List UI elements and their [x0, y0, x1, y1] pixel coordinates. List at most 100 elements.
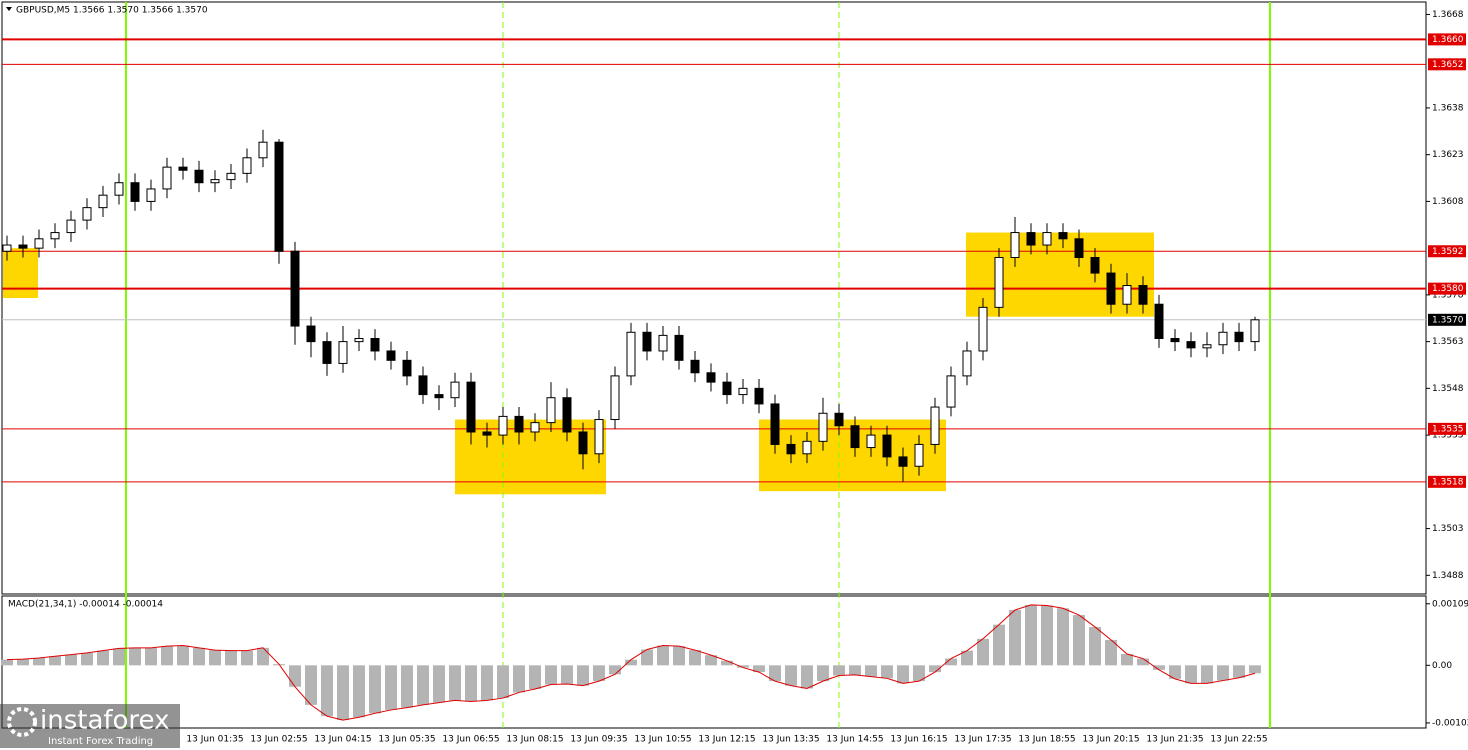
- y-tick-label: 1.3578: [1432, 290, 1464, 300]
- macd-bar: [737, 665, 749, 668]
- macd-bar: [385, 665, 397, 710]
- candle-body: [626, 331, 636, 377]
- macd-bar: [337, 665, 349, 721]
- macd-bar: [593, 665, 605, 682]
- candle-body: [114, 182, 124, 196]
- layer: 1.3488 1.3503 1.3533 1.3548 1.3563 1.3578 1.36…: [1, 10, 1468, 745]
- candle-body: [1154, 303, 1164, 340]
- candle-body: [386, 350, 396, 361]
- candle-body: [690, 359, 700, 374]
- candle-body: [1138, 285, 1148, 305]
- candle-body: [338, 341, 348, 364]
- candle-body: [1090, 256, 1100, 274]
- candle-body: [882, 434, 892, 458]
- macd-bar: [561, 665, 573, 684]
- candle-body: [210, 179, 220, 184]
- macd-bar: [17, 659, 29, 666]
- x-tick-label: 13 Jun 12:15: [698, 735, 755, 745]
- macd-bar: [881, 665, 893, 679]
- macd-bar: [1009, 609, 1021, 666]
- candle-body: [978, 306, 988, 352]
- macd-bar: [1169, 665, 1181, 679]
- macd-bar: [577, 665, 589, 686]
- macd-bar: [513, 665, 525, 693]
- logo-name: instaforex: [40, 706, 169, 736]
- candle-body: [658, 334, 668, 352]
- logo-icon: [7, 707, 37, 737]
- macd-bar: [33, 657, 45, 666]
- macd-bar: [865, 665, 877, 677]
- macd-bar: [1233, 665, 1245, 678]
- x-tick-label: 13 Jun 06:55: [442, 735, 499, 745]
- candle-body: [322, 341, 332, 364]
- macd-bar: [785, 665, 797, 686]
- candle-body: [306, 325, 316, 343]
- candle-body: [594, 419, 604, 455]
- macd-bar: [1217, 665, 1229, 681]
- macd-bar: [497, 665, 509, 699]
- macd-bar: [369, 665, 381, 714]
- x-tick-label: 13 Jun 04:15: [314, 735, 371, 745]
- candle-body: [1250, 319, 1260, 343]
- y-tick-label: 1.3623: [1432, 150, 1464, 160]
- macd-bar: [1041, 605, 1053, 666]
- x-tick-label: 13 Jun 22:55: [1210, 735, 1267, 745]
- x-tick-label: 13 Jun 09:35: [570, 735, 627, 745]
- candle-body: [1042, 232, 1052, 246]
- macd-bar: [705, 655, 717, 666]
- x-tick-label: 13 Jun 02:55: [250, 735, 307, 745]
- macd-bar: [1073, 615, 1085, 666]
- candle-body: [818, 412, 828, 442]
- macd-bar: [449, 665, 461, 701]
- level-tag: [1428, 33, 1466, 46]
- candle-body: [866, 434, 876, 449]
- macd-bar: [1089, 626, 1101, 666]
- macd-bar: [353, 665, 365, 718]
- macd-bar: [929, 665, 941, 673]
- macd-bar: [241, 650, 253, 666]
- candle-body: [466, 381, 476, 433]
- candle-body: [610, 375, 620, 421]
- y-tick-label: 1.3548: [1432, 384, 1464, 394]
- macd-bar: [193, 647, 205, 666]
- macd-bar: [65, 654, 77, 666]
- candle-body: [162, 166, 172, 190]
- macd-bar: [97, 650, 109, 666]
- candle-body: [1026, 232, 1036, 246]
- macd-bar: [913, 665, 925, 682]
- zone: [3, 248, 38, 298]
- y-tick-label: 1.3668: [1432, 10, 1464, 20]
- candle-body: [546, 397, 556, 424]
- candle-body: [482, 431, 492, 436]
- chart-title: GBPUSD,M5 1.3566 1.3570 1.3566 1.3570: [16, 6, 208, 16]
- macd-bar: [529, 665, 541, 690]
- level-tag: [1428, 282, 1466, 295]
- macd-bar: [49, 656, 61, 666]
- candle-body: [562, 397, 572, 433]
- macd-bar: [1105, 639, 1117, 666]
- level-tag: [1428, 58, 1466, 71]
- candle-body: [1074, 238, 1084, 258]
- candle-body: [434, 394, 444, 399]
- y2-tick-label: 0.00: [1432, 661, 1452, 671]
- candle-body: [98, 194, 108, 209]
- candle-body: [962, 350, 972, 377]
- candle-body: [722, 381, 732, 396]
- macd-bar: [321, 665, 333, 717]
- candle-body: [1122, 285, 1132, 305]
- candle-body: [66, 219, 76, 234]
- price-panel: [1, 1, 1427, 595]
- candle-body: [914, 443, 924, 467]
- candle-body: [1170, 338, 1180, 343]
- y-tick-label: 1.3503: [1432, 524, 1464, 534]
- candle-body: [1106, 272, 1116, 305]
- macd-bar: [161, 646, 173, 666]
- candle-body: [178, 166, 188, 171]
- candle-body: [770, 403, 780, 445]
- x-tick-label: 13 Jun 05:35: [378, 735, 435, 745]
- macd-bar: [657, 645, 669, 666]
- macd-bar: [465, 665, 477, 702]
- macd-bar: [817, 665, 829, 682]
